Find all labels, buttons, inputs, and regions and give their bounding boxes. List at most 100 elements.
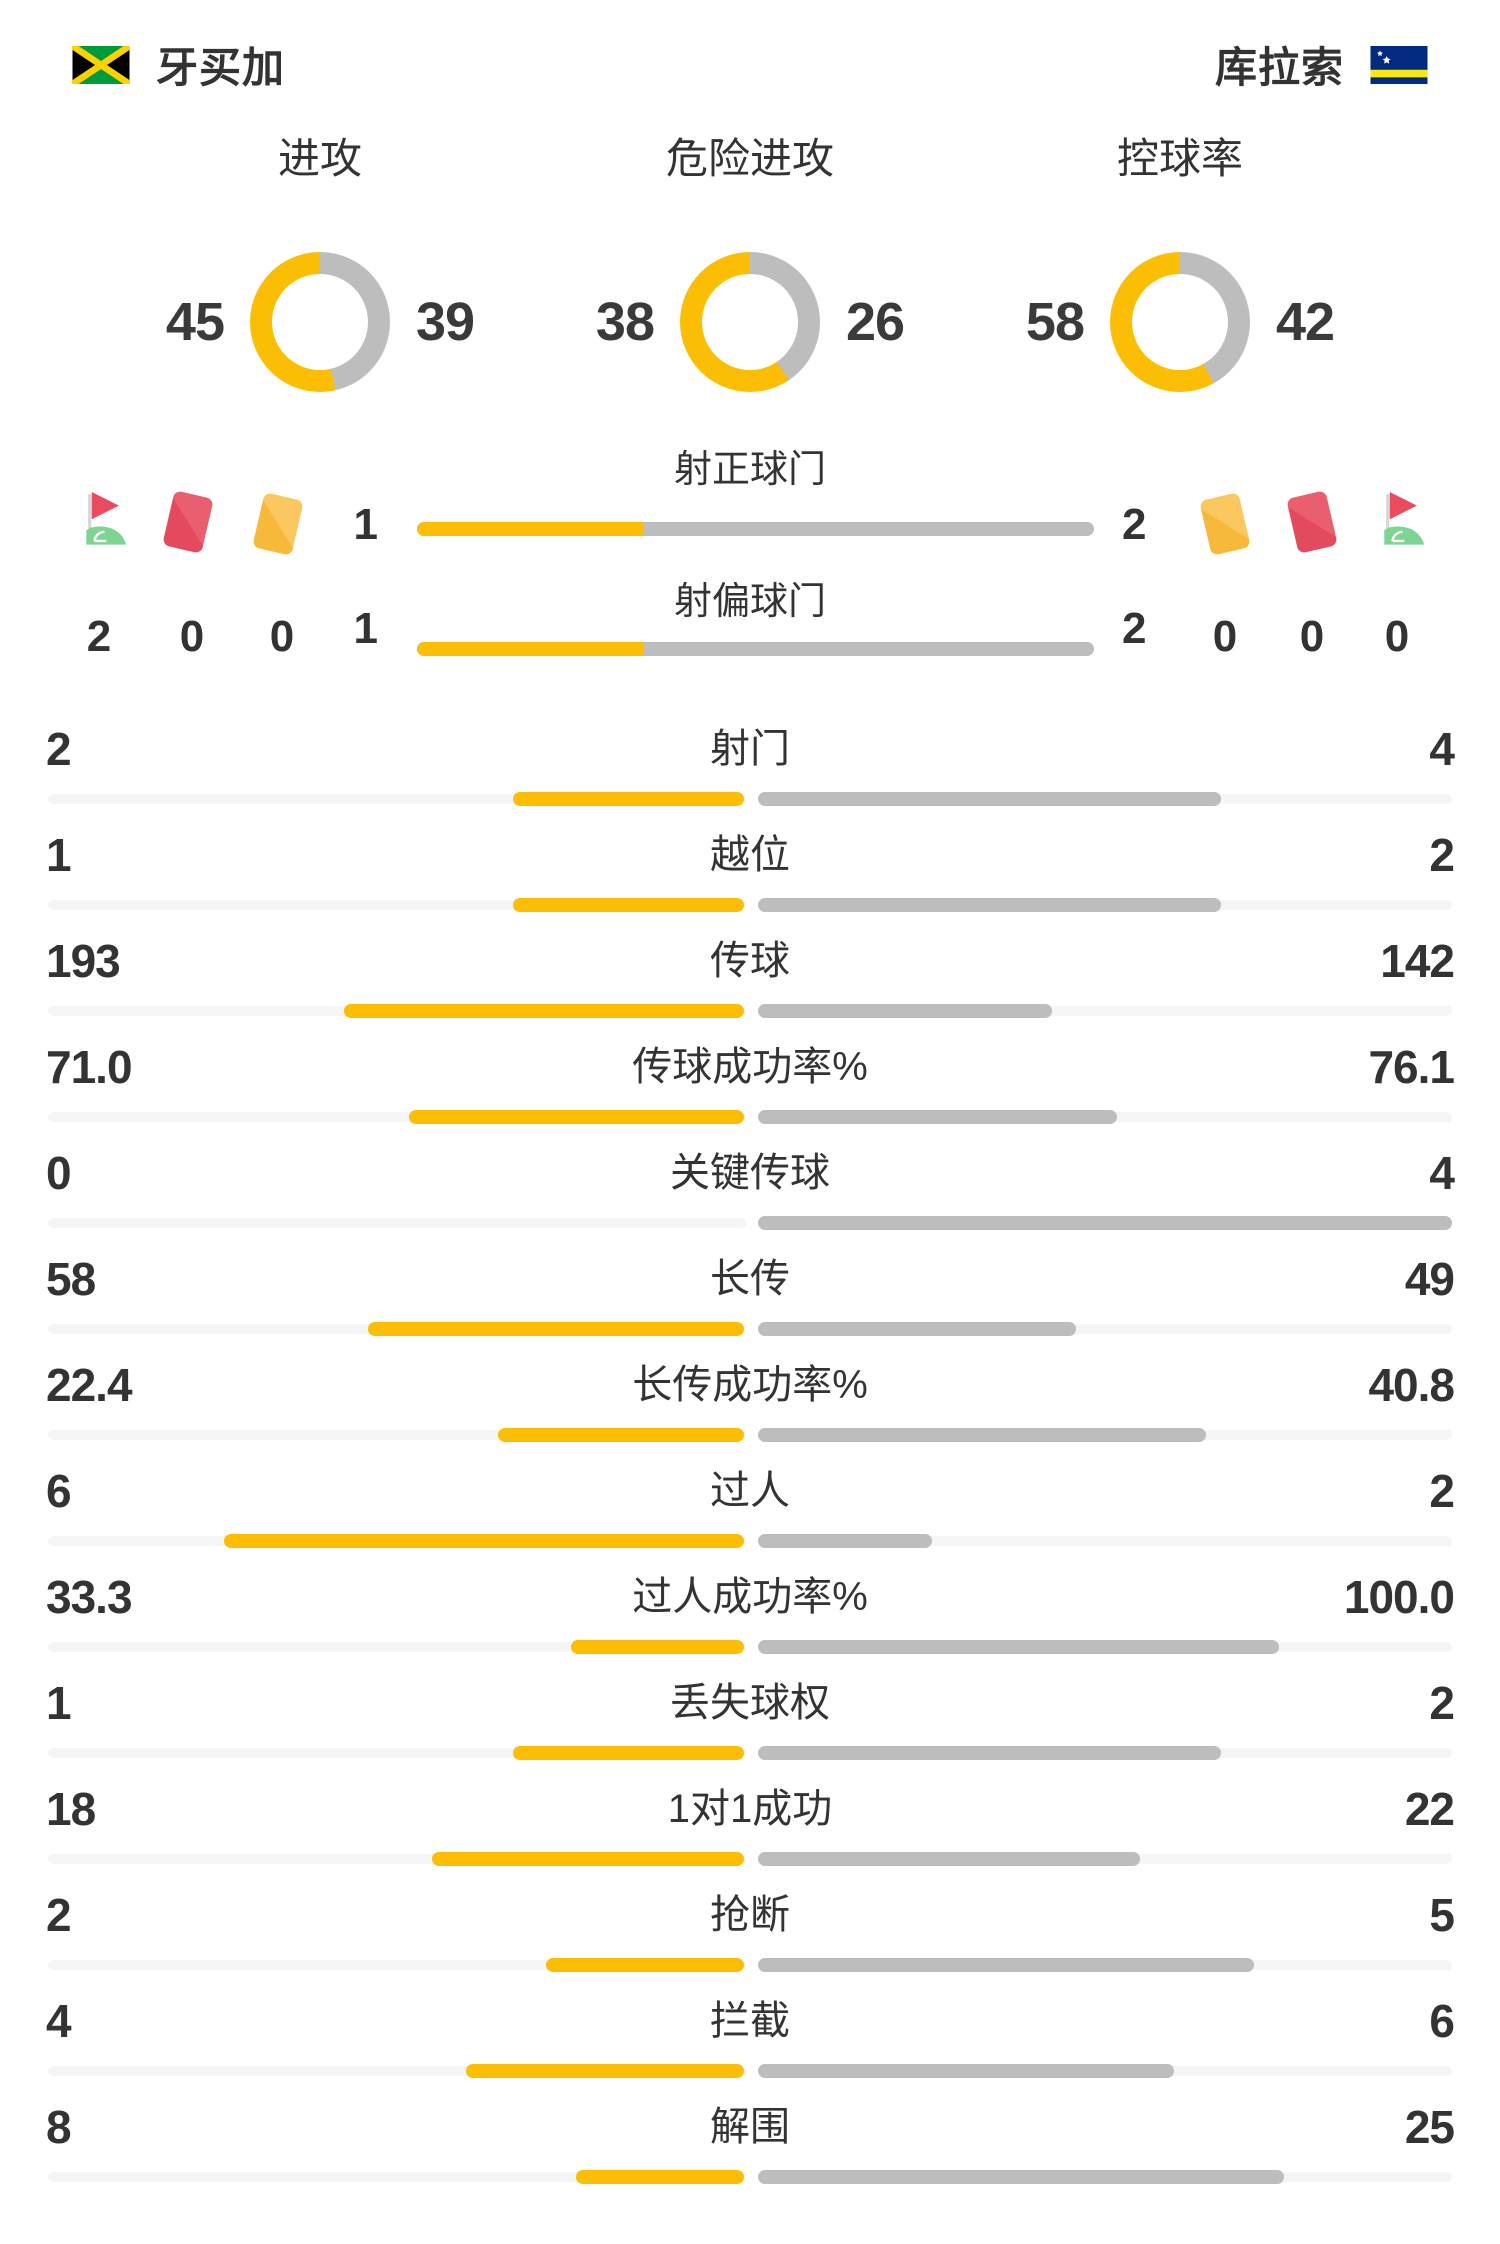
home-stat-value: 2 [46,723,72,775]
home-bar [409,1110,744,1124]
away-yellow-cards-count: 0 [1212,612,1238,661]
home-yellow-cards-count: 0 [269,612,295,661]
stat-row: 22.4 长传成功率% 40.8 [46,1356,1455,1442]
stat-bar [46,1746,1454,1760]
away-stat-value: 100.0 [1343,1571,1455,1623]
stat-row: 1 越位 2 [46,826,1455,912]
stat-bar [46,2170,1454,2184]
corner-flag-icon [86,492,127,545]
home-stat-value: 18 [46,1783,96,1835]
home-team: 牙买加 [72,34,285,95]
home-stat-value: 1 [46,1677,72,1729]
home-value: 45 [165,292,225,352]
home-bar [466,2064,744,2078]
stat-bar [46,1958,1454,1972]
stat-row: 18 1对1成功 22 [46,1780,1455,1866]
donut-title: 控球率 [1116,135,1243,182]
stat-row: 193 传球 142 [46,932,1455,1018]
home-stat-value: 193 [46,935,121,987]
stat-label: 过人 [710,1469,790,1513]
away-bar [758,898,1221,912]
match-header: 牙买加 库拉索 [0,0,1500,95]
stat-bar [46,1534,1454,1548]
stat-bar [46,2064,1454,2078]
donut-chart [1110,252,1250,392]
home-bar [545,1958,744,1972]
stat-label: 长传 [710,1257,790,1301]
home-stat-value: 4 [46,1995,72,2047]
corner-flag-icon [1384,492,1425,545]
home-bar [498,1428,744,1442]
stat-row: 8 解围 25 [46,2098,1455,2184]
home-stat-value: 58 [46,1253,96,1305]
donut-attacks: 进攻 45 39 [130,125,510,392]
shots-on-target-title: 射正球门 [673,449,826,491]
away-team: 库拉索 [1215,34,1428,95]
away-stat-value: 5 [1429,1889,1455,1941]
stat-row: 71.0 传球成功率% 76.1 [46,1038,1455,1124]
home-stat-value: 8 [46,2101,72,2153]
stat-row: 2 抢断 5 [46,1886,1455,1972]
shots-off-away-value: 2 [1122,604,1147,653]
away-stat-value: 4 [1429,723,1455,775]
away-stat-value: 49 [1404,1253,1455,1305]
donut-chart [250,252,390,392]
home-stat-value: 2 [46,1889,72,1941]
home-stat-value: 1 [46,829,72,881]
shots-off-target-bar [417,642,1094,656]
stat-label: 1对1成功 [667,1787,833,1831]
stat-label: 丢失球权 [670,1681,830,1725]
stat-row: 58 长传 49 [46,1250,1455,1336]
stat-label: 拦截 [710,1999,790,2043]
home-bar [575,2170,744,2184]
stat-label: 越位 [710,833,790,877]
home-stat-value: 22.4 [46,1359,133,1411]
home-bar [367,1322,744,1336]
away-bar [758,1534,932,1548]
stat-row: 6 过人 2 [46,1462,1455,1548]
away-bar [758,792,1221,806]
home-value: 38 [595,292,655,352]
donut-charts: 进攻 45 39 危险进攻 38 26 控球率 58 42 [0,125,1500,392]
home-bar [512,898,744,912]
away-bar [758,1216,1452,1230]
shots-on-away-value: 2 [1122,500,1147,549]
stat-bar [46,1640,1454,1654]
away-stat-value: 2 [1429,829,1455,881]
away-red-cards-count: 0 [1299,612,1325,661]
away-stat-value: 25 [1404,2101,1455,2153]
away-bar [758,1322,1076,1336]
red-card-icon [162,490,214,554]
stat-label: 长传成功率% [632,1363,868,1407]
shots-off-home-value: 1 [353,604,378,653]
stat-label: 过人成功率% [632,1575,868,1619]
stat-bar [46,1004,1454,1018]
home-bar [431,1852,744,1866]
stat-bar [46,1852,1454,1866]
home-bar [570,1640,744,1654]
stat-bar [46,1322,1454,1336]
home-stat-value: 0 [46,1147,72,1199]
away-stat-value: 40.8 [1368,1359,1455,1411]
stat-row: 0 关键传球 4 [46,1144,1455,1230]
donut-possession: 控球率 58 42 [990,125,1370,392]
stat-label: 传球 [710,939,790,983]
away-bar [758,1958,1254,1972]
away-stat-value: 22 [1404,1783,1455,1835]
away-team-name: 库拉索 [1214,44,1344,91]
stat-label: 射门 [710,727,790,771]
home-bar [223,1534,744,1548]
stat-bar [46,898,1454,912]
curacao-flag-icon [1370,45,1428,84]
home-value: 58 [1025,292,1085,352]
stat-bar [46,1110,1454,1124]
away-value: 42 [1276,292,1335,352]
shots-on-home-value: 1 [353,500,378,549]
away-stat-value: 76.1 [1368,1041,1455,1093]
home-stat-value: 71.0 [46,1041,133,1093]
stat-label: 关键传球 [670,1151,830,1195]
shots-on-target-bar [417,522,1094,536]
away-bar [758,1746,1221,1760]
home-stat-value: 33.3 [46,1571,133,1623]
